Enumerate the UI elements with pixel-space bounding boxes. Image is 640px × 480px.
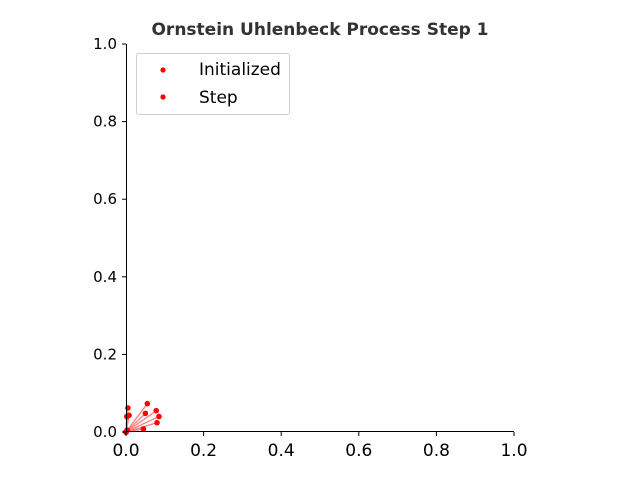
step-points	[123, 400, 162, 433]
legend-box	[136, 53, 290, 115]
step-point	[125, 405, 131, 411]
x-axis-ticks: 0.0 0.2 0.4 0.6 0.8 1.0	[112, 432, 528, 461]
legend-marker-initialized	[160, 67, 166, 73]
step-point	[140, 426, 147, 432]
x-tick-label: 0.2	[190, 441, 217, 461]
legend-marker-step	[160, 94, 166, 100]
x-tick-label: 0.4	[268, 441, 295, 461]
trajectory-line	[125, 415, 160, 433]
legend-label-step: Step	[199, 88, 238, 108]
y-tick-label: 0.4	[93, 268, 117, 286]
y-tick-label: 0.2	[93, 345, 117, 363]
legend: Initialized Step	[136, 53, 290, 115]
x-tick-label: 1.0	[500, 441, 527, 461]
y-tick-label: 0.0	[93, 423, 117, 441]
y-axis-ticks: 0.0 0.2 0.4 0.6 0.8 1.0	[93, 35, 126, 441]
plot-area	[123, 400, 162, 435]
y-tick-label: 0.8	[93, 113, 117, 131]
y-tick-label: 0.6	[93, 190, 117, 208]
trajectory-line	[125, 403, 148, 433]
step-point	[153, 407, 160, 414]
chart-title: Ornstein Uhlenbeck Process Step 1	[151, 20, 488, 40]
step-point	[144, 400, 151, 407]
trajectory-line	[125, 410, 157, 433]
y-tick-label: 1.0	[93, 35, 117, 53]
step-point	[154, 419, 160, 426]
x-tick-label: 0.8	[423, 441, 450, 461]
legend-label-initialized: Initialized	[199, 60, 281, 80]
x-tick-label: 0.6	[345, 441, 372, 461]
step-point	[142, 410, 149, 417]
step-point	[156, 413, 162, 420]
x-tick-label: 0.0	[112, 441, 139, 461]
